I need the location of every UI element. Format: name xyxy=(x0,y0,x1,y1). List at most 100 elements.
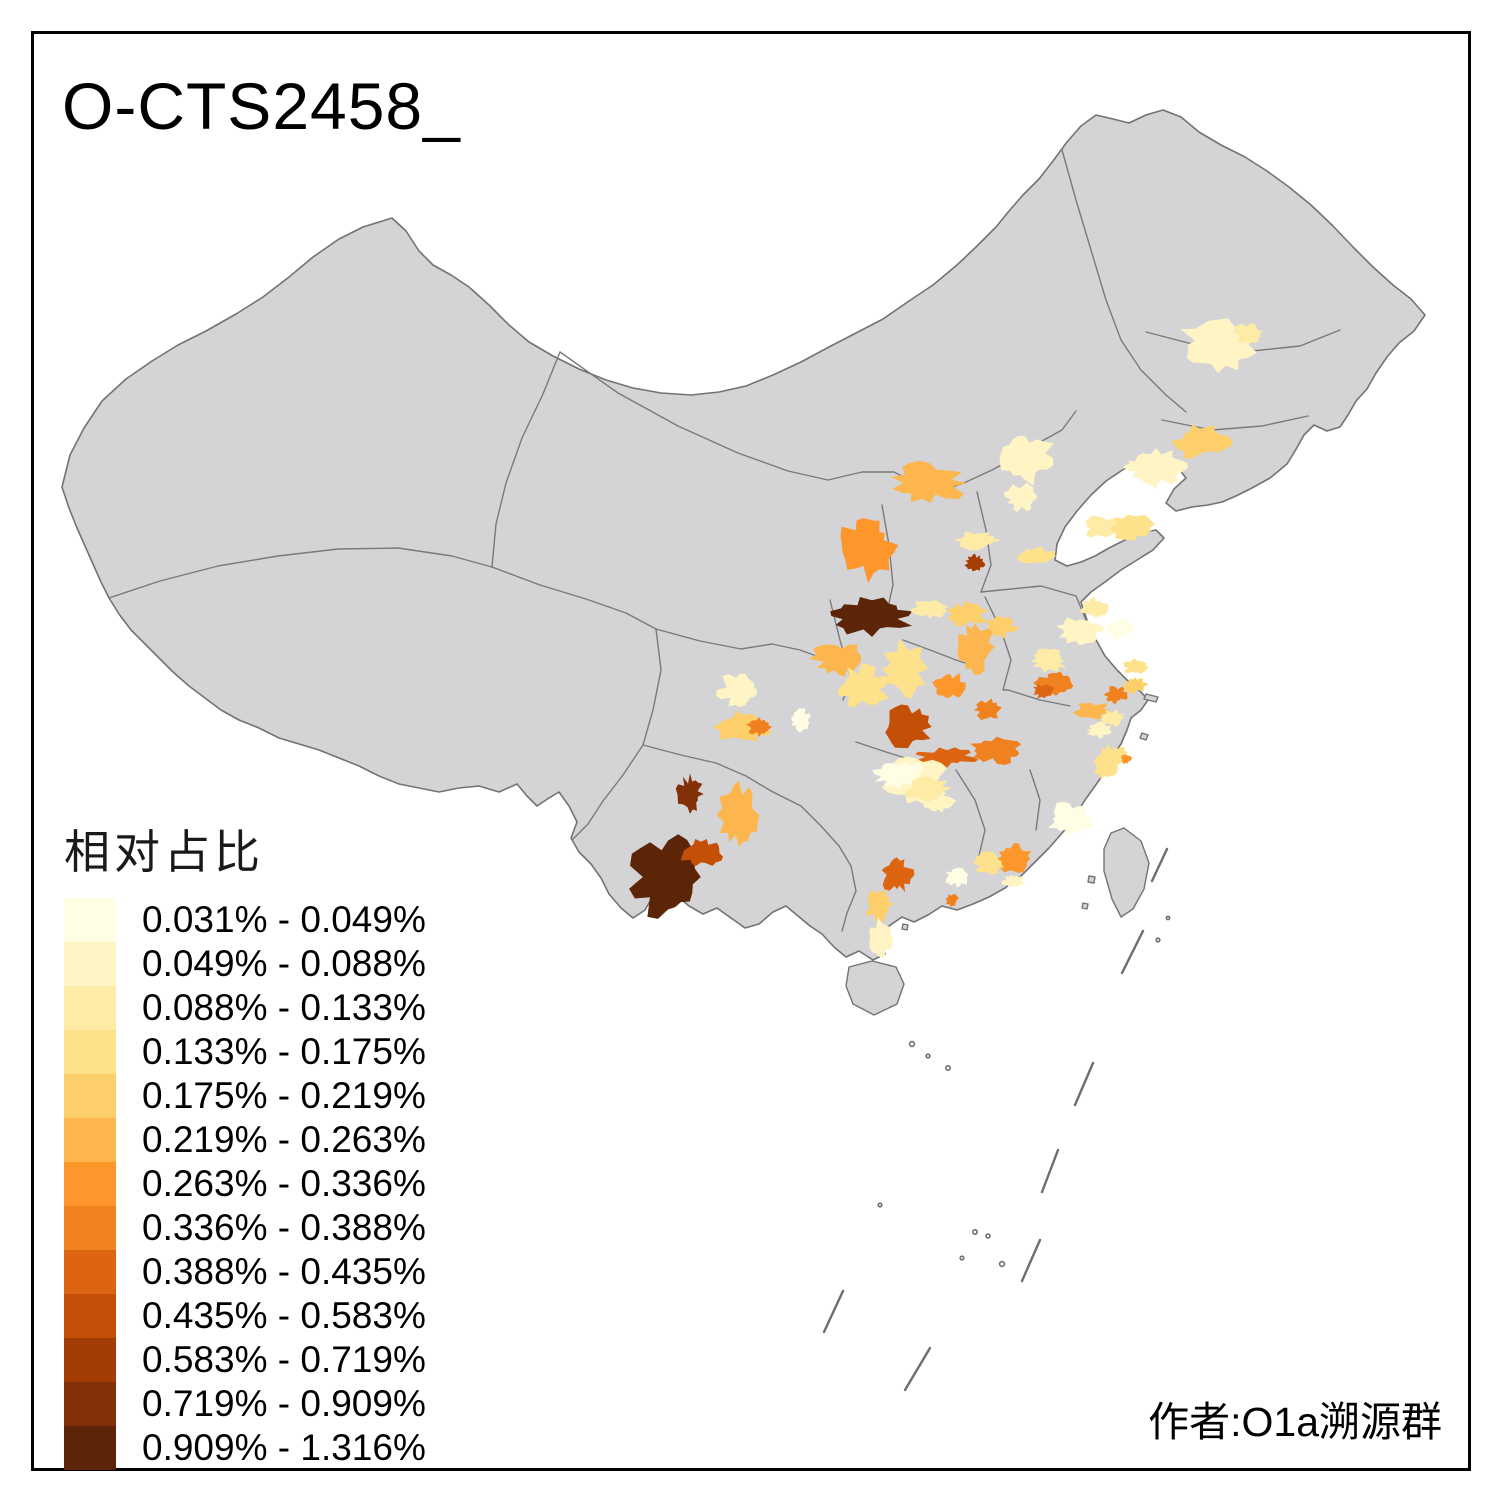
region-patch xyxy=(964,553,986,572)
region-patch xyxy=(745,717,773,738)
legend-row: 0.909% - 1.316% xyxy=(64,1426,426,1470)
legend-swatch xyxy=(64,1294,116,1338)
region-patch xyxy=(1106,618,1136,640)
legend-row: 0.388% - 0.435% xyxy=(64,1250,426,1294)
region-patch xyxy=(973,698,1002,721)
plot-frame xyxy=(31,31,1471,1471)
choropleth-regions xyxy=(629,318,1263,959)
legend-swatch xyxy=(64,1074,116,1118)
legend-label: 0.435% - 0.583% xyxy=(142,1295,426,1336)
region-patch xyxy=(953,531,1002,551)
region-patch xyxy=(1101,709,1125,728)
legend-swatch xyxy=(64,1426,116,1470)
region-patch xyxy=(945,893,959,907)
legend-label: 0.133% - 0.175% xyxy=(142,1031,426,1072)
region-patch xyxy=(1084,515,1117,538)
nine-dash-line xyxy=(822,847,1169,1392)
region-patch xyxy=(840,518,899,583)
region-patch xyxy=(891,460,967,503)
legend-swatch xyxy=(64,1030,116,1074)
legend-swatch xyxy=(64,1206,116,1250)
region-patch xyxy=(986,615,1019,639)
region-patch xyxy=(1056,617,1106,646)
region-patch xyxy=(904,776,953,803)
region-patch xyxy=(972,851,1005,876)
region-patch xyxy=(1079,596,1109,618)
region-patch xyxy=(872,761,924,789)
region-patch xyxy=(830,597,913,637)
region-patch xyxy=(1171,424,1233,459)
region-patch xyxy=(932,673,966,698)
region-patch xyxy=(712,710,773,742)
legend-swatch xyxy=(64,1338,116,1382)
legend-label: 0.909% - 1.316% xyxy=(142,1427,426,1468)
legend-rows: 0.031% - 0.049% 0.049% - 0.088% 0.088% - 0… xyxy=(64,898,426,1470)
region-patch xyxy=(675,773,704,814)
region-patch xyxy=(1180,318,1258,374)
legend-label: 0.031% - 0.049% xyxy=(142,899,426,940)
legend-label: 0.219% - 0.263% xyxy=(142,1119,426,1160)
legend-label: 0.583% - 0.719% xyxy=(142,1339,426,1380)
region-patch xyxy=(1001,874,1026,887)
region-patch xyxy=(957,623,995,676)
legend-label: 0.175% - 0.219% xyxy=(142,1075,426,1116)
legend-swatch xyxy=(64,898,116,942)
region-patch xyxy=(1121,754,1133,764)
hainan-island xyxy=(845,960,905,1016)
region-patch xyxy=(1072,703,1110,720)
region-patch xyxy=(970,736,1022,765)
region-patch xyxy=(1123,658,1149,674)
legend-label: 0.263% - 0.336% xyxy=(142,1163,426,1204)
legend-label: 0.336% - 0.388% xyxy=(142,1207,426,1248)
legend-label: 0.719% - 0.909% xyxy=(142,1383,426,1424)
legend: 相对占比 0.031% - 0.049% 0.049% - 0.088% 0.088… xyxy=(64,816,426,1470)
legend-swatch xyxy=(64,1382,116,1426)
mainland-outline xyxy=(61,109,1426,961)
region-patch xyxy=(1122,677,1148,694)
region-patch xyxy=(881,639,928,699)
legend-label: 0.088% - 0.133% xyxy=(142,987,426,1028)
attribution-text: 作者:O1a溯源群 xyxy=(1148,1399,1442,1445)
legend-row: 0.583% - 0.719% xyxy=(64,1338,426,1382)
region-patch xyxy=(1103,686,1128,704)
region-patch xyxy=(1033,671,1074,696)
legend-row: 0.133% - 0.175% xyxy=(64,1030,426,1074)
legend-swatch xyxy=(64,1250,116,1294)
legend-row: 0.088% - 0.133% xyxy=(64,986,426,1030)
legend-swatch xyxy=(64,1162,116,1206)
region-patch xyxy=(1093,743,1123,780)
region-patch xyxy=(1016,546,1056,564)
legend-row: 0.719% - 0.909% xyxy=(64,1382,426,1426)
region-patch xyxy=(791,708,811,733)
region-patch xyxy=(869,917,894,959)
region-patch xyxy=(1029,648,1067,673)
region-patch xyxy=(837,663,890,708)
region-patch xyxy=(881,857,915,892)
page-title: O-CTS2458_ xyxy=(62,69,461,143)
legend-row: 0.031% - 0.049% xyxy=(64,898,426,942)
coastal-islets xyxy=(901,693,1159,931)
legend-row: 0.336% - 0.388% xyxy=(64,1206,426,1250)
legend-row: 0.049% - 0.088% xyxy=(64,942,426,986)
region-patch xyxy=(910,599,949,619)
region-patch xyxy=(716,780,760,847)
region-patch xyxy=(996,842,1032,873)
region-patch xyxy=(1233,323,1263,345)
legend-swatch xyxy=(64,986,116,1030)
region-patch xyxy=(1033,684,1054,699)
region-patch xyxy=(1123,453,1160,478)
legend-swatch xyxy=(64,942,116,986)
region-patch xyxy=(680,839,724,867)
legend-label: 0.388% - 0.435% xyxy=(142,1251,426,1292)
legend-swatch xyxy=(64,1118,116,1162)
region-patch xyxy=(945,867,969,888)
legend-row: 0.175% - 0.219% xyxy=(64,1074,426,1118)
region-patch xyxy=(885,704,932,749)
region-patch xyxy=(1086,721,1112,739)
legend-title: 相对占比 xyxy=(64,826,264,878)
legend-row: 0.219% - 0.263% xyxy=(64,1118,426,1162)
region-patch xyxy=(1003,482,1038,513)
region-patch xyxy=(1048,801,1092,837)
